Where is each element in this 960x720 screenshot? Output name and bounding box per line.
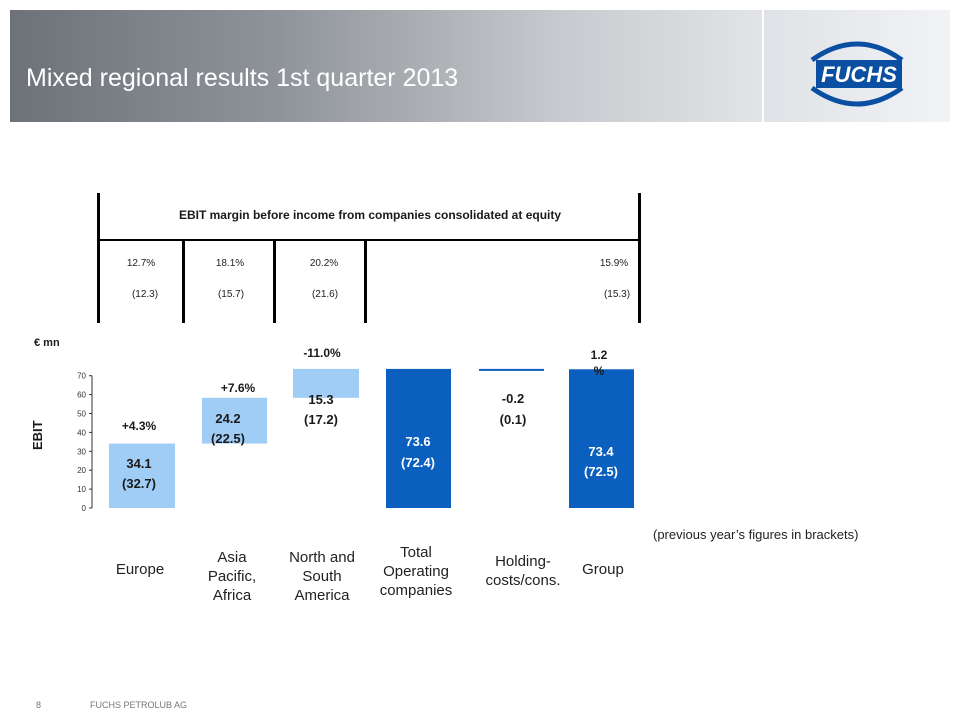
margin-current-europe: 12.7% — [126, 258, 156, 269]
bar-2 — [202, 397, 267, 444]
category-holding: Holding-costs/cons. — [485, 553, 561, 589]
logo-graphic: FUCHS — [810, 41, 904, 107]
change-label: +4.3% — [122, 419, 157, 433]
value-label: 73.6 — [405, 434, 430, 449]
table-divider — [273, 240, 276, 323]
y-tick-label: 60 — [77, 391, 86, 400]
previous-value-label: (72.4) — [401, 455, 435, 470]
category-north-south-america: North and South America — [289, 549, 355, 604]
category-europe: Europe — [115, 561, 165, 578]
change-label: +7.6% — [221, 381, 256, 395]
margin-current-asia: 18.1% — [215, 258, 245, 269]
bar-6 — [569, 369, 634, 508]
y-tick-label: 40 — [77, 428, 86, 437]
bar-4 — [386, 368, 451, 508]
bar-5 — [479, 368, 544, 371]
unit-label: € mn — [34, 337, 60, 349]
margin-previous-group: (15.3) — [603, 289, 631, 300]
change-label: % — [594, 364, 605, 378]
y-tick-label: 50 — [77, 410, 86, 419]
y-tick-label: 0 — [82, 504, 87, 513]
header-banner — [10, 10, 762, 122]
table-divider — [182, 240, 185, 323]
table-divider — [97, 193, 100, 323]
value-label: 24.2 — [215, 411, 240, 426]
category-group: Group — [582, 561, 624, 578]
margin-previous-europe: (12.3) — [131, 289, 159, 300]
previous-value-label: (22.5) — [211, 431, 245, 446]
value-label: 73.4 — [588, 444, 614, 459]
category-total-operating: Total Operating companies — [379, 544, 453, 599]
margin-previous-asia: (15.7) — [217, 289, 245, 300]
slide-title: Mixed regional results 1st quarter 2013 — [26, 64, 459, 92]
margin-previous-americas: (21.6) — [311, 289, 339, 300]
y-tick-label: 10 — [77, 485, 86, 494]
table-divider — [364, 240, 367, 323]
value-label: 15.3 — [308, 392, 333, 407]
category-asia-pacific-africa: Asia Pacific, Africa — [207, 549, 257, 604]
y-tick-label: 70 — [77, 372, 86, 381]
margin-table-title: EBIT margin before income from companies… — [178, 208, 562, 222]
y-tick-label: 20 — [77, 466, 86, 475]
y-tick-label: 30 — [77, 447, 86, 456]
fuchs-logo: FUCHS — [764, 10, 950, 122]
page-number: 8 — [36, 700, 42, 710]
previous-value-label: (0.1) — [500, 412, 527, 427]
margin-current-group: 15.9% — [599, 258, 629, 269]
previous-value-label: (32.7) — [122, 476, 156, 491]
footer-company: FUCHS PETROLUB AG — [90, 700, 188, 710]
table-divider — [638, 193, 641, 323]
previous-value-label: (72.5) — [584, 464, 618, 479]
bar-3 — [293, 368, 359, 398]
table-rule — [97, 239, 641, 241]
logo-text: FUCHS — [821, 62, 897, 87]
previous-value-label: (17.2) — [304, 412, 338, 427]
value-label: 34.1 — [126, 456, 151, 471]
brackets-note: (previous year’s figures in brackets) — [653, 527, 859, 542]
change-label: -11.0% — [303, 346, 341, 360]
change-label: 1.2 — [591, 348, 608, 362]
bar-1 — [109, 443, 175, 508]
margin-current-americas: 20.2% — [309, 258, 339, 269]
value-label: -0.2 — [502, 391, 524, 406]
